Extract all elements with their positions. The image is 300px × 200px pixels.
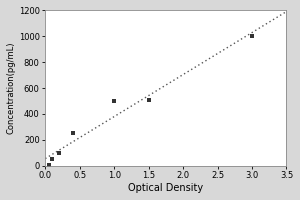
Y-axis label: Concentration(pg/mL): Concentration(pg/mL) xyxy=(7,42,16,134)
X-axis label: Optical Density: Optical Density xyxy=(128,183,203,193)
